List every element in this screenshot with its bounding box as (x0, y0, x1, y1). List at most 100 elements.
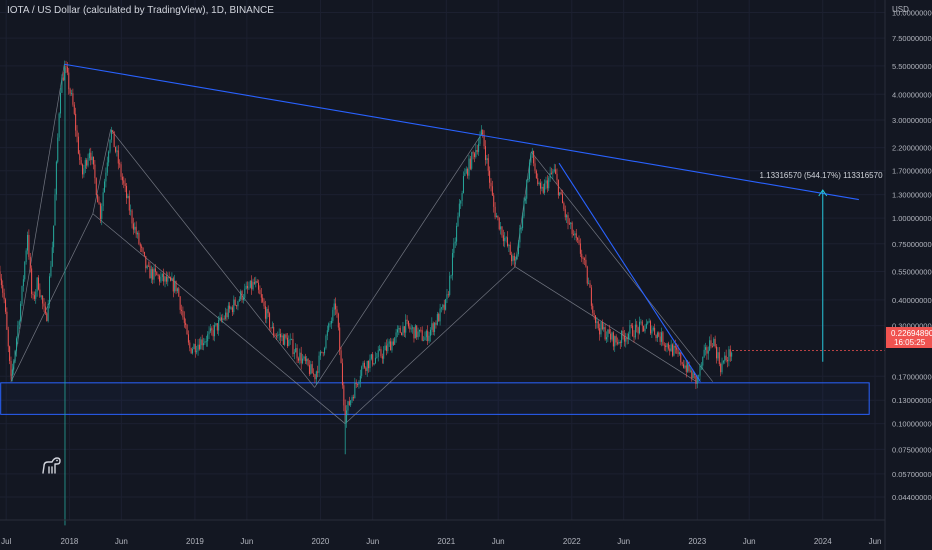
candle-body (633, 336, 635, 338)
candle-body (434, 322, 436, 332)
y-tick-label: 5.50000000 (892, 62, 932, 71)
candle-body (5, 299, 7, 312)
candle-body (684, 365, 686, 368)
candle-body (475, 149, 477, 157)
candle-body (673, 345, 675, 356)
candle-body (33, 295, 35, 299)
candle-body (376, 356, 378, 358)
candle-body (674, 345, 676, 348)
candle-body (442, 304, 444, 308)
candle-body (713, 338, 715, 347)
candle-body (599, 328, 601, 335)
candle-body (138, 232, 140, 244)
candle-body (729, 349, 731, 357)
candle-body (135, 226, 137, 235)
candles-layer (0, 60, 733, 526)
candle-body (700, 365, 702, 367)
candle-body (128, 195, 130, 211)
candle-body (42, 295, 44, 304)
candle-body (439, 308, 441, 322)
tradingview-dino-icon[interactable] (40, 455, 62, 475)
candle-body (61, 77, 63, 93)
candle-body (339, 327, 341, 351)
candle-body (476, 149, 478, 152)
candle-body (278, 334, 280, 335)
candle-body (443, 304, 445, 310)
candle-body (315, 371, 317, 380)
candle-body (512, 255, 514, 262)
candle-body (490, 182, 492, 187)
candle-body (365, 367, 367, 372)
candle-body (377, 350, 379, 357)
candle-body (219, 317, 221, 320)
candle-body (622, 330, 624, 336)
candle-body (479, 135, 481, 144)
candle-body (340, 350, 342, 364)
candle-body (6, 311, 8, 330)
candle-body (88, 152, 90, 159)
candle-body (68, 72, 70, 90)
candle-body (533, 150, 535, 164)
candle-body (13, 361, 15, 370)
candle-body (665, 345, 667, 347)
candle-body (628, 333, 630, 340)
candle-body (501, 226, 503, 236)
candle-body (526, 179, 528, 199)
pattern-lines-layer (10, 64, 714, 424)
candle-body (414, 325, 416, 339)
candle-body (273, 326, 275, 336)
candle-body (275, 335, 277, 337)
candle-body (127, 195, 129, 198)
pattern-line (530, 151, 714, 382)
candle-body (178, 288, 180, 297)
candle-body (189, 342, 191, 349)
candle-body (160, 276, 162, 282)
candle-body (517, 242, 519, 255)
candle-body (285, 334, 287, 338)
candle-body (271, 326, 273, 328)
candle-body (40, 295, 42, 297)
candle-body (229, 305, 231, 309)
candle-body (560, 192, 562, 194)
candle-body (585, 259, 587, 267)
candle-body (280, 334, 282, 338)
candle-body (695, 374, 697, 384)
candle-body (447, 294, 449, 296)
candle-body (17, 325, 19, 339)
candle-body (77, 136, 79, 154)
candle-body (572, 234, 574, 236)
candle-body (236, 305, 238, 307)
x-tick-label: 2023 (688, 537, 706, 546)
candle-body (410, 328, 412, 330)
candle-body (352, 397, 354, 399)
candle-body (296, 348, 298, 359)
candle-body (75, 113, 77, 131)
candle-body (484, 146, 486, 161)
candle-body (186, 325, 188, 335)
candle-body (369, 358, 371, 369)
candle-body (227, 305, 229, 318)
candle-body (263, 301, 265, 307)
candle-body (124, 183, 126, 187)
candle-body (502, 235, 504, 242)
candle-body (36, 277, 38, 292)
candle-body (121, 176, 123, 181)
candle-body (683, 364, 685, 368)
candle-body (310, 364, 312, 374)
candle-body (402, 326, 404, 336)
candle-body (581, 253, 583, 259)
candle-body (193, 344, 195, 350)
candle-body (725, 355, 727, 361)
candle-body (709, 340, 711, 351)
candle-body (610, 333, 612, 340)
candle-body (506, 237, 508, 246)
candle-body (716, 346, 718, 359)
candle-body (544, 183, 546, 193)
pattern-line (110, 129, 315, 388)
candle-body (358, 381, 360, 385)
candle-body (149, 265, 151, 279)
candle-body (431, 323, 433, 330)
